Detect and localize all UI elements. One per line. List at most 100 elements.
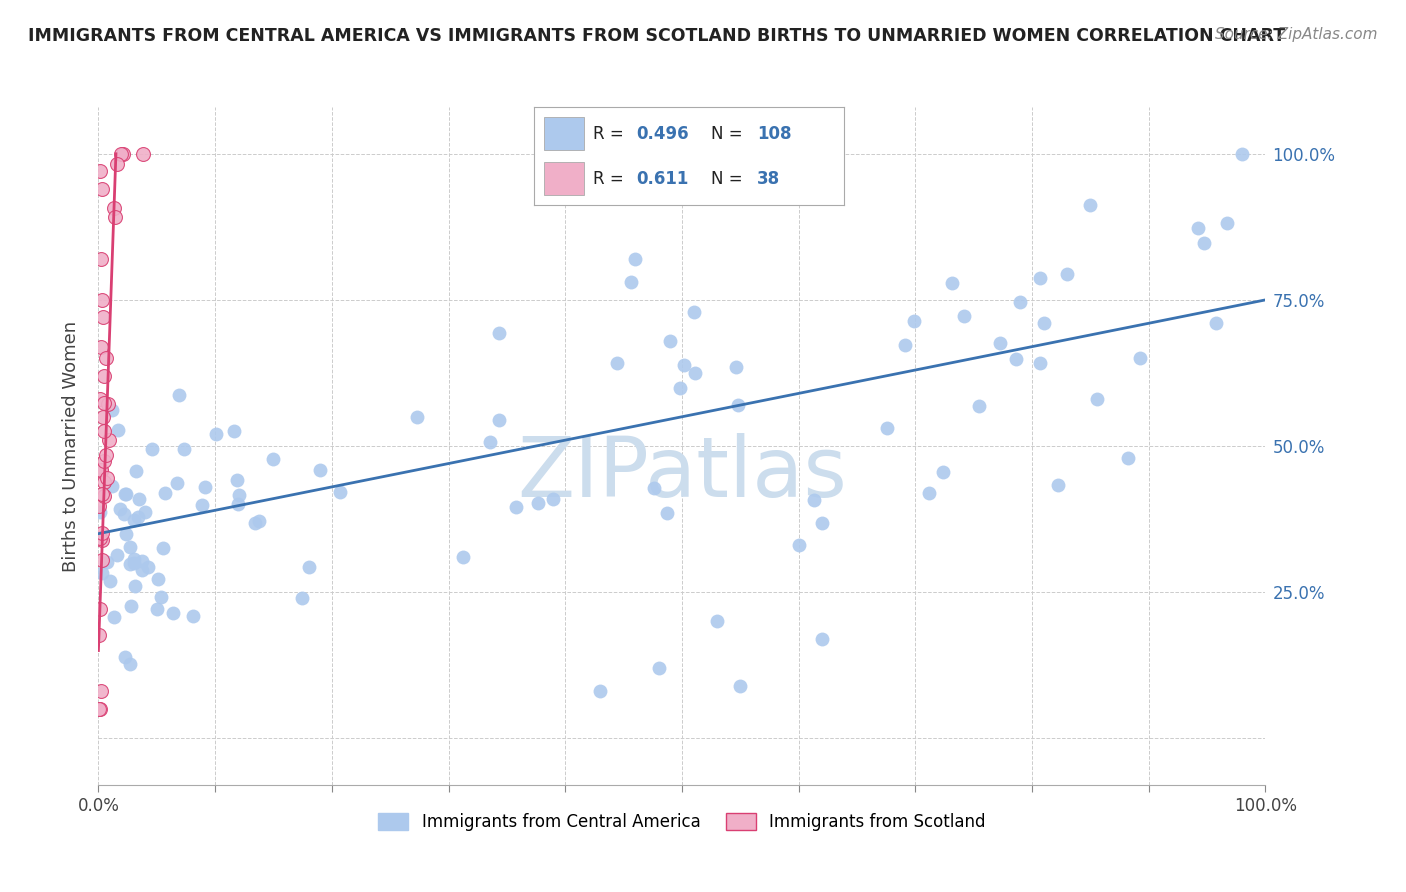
Text: Source: ZipAtlas.com: Source: ZipAtlas.com — [1215, 27, 1378, 42]
Text: N =: N = — [710, 125, 742, 143]
Text: ZIPatlas: ZIPatlas — [517, 433, 846, 514]
Text: 0.611: 0.611 — [637, 169, 689, 187]
Point — [243, 516, 266, 530]
Point — [149, 590, 172, 604]
Point — [131, 564, 153, 578]
Point — [91, 533, 114, 547]
Point — [727, 397, 749, 411]
Point — [90, 293, 112, 307]
Point — [152, 541, 174, 555]
Point — [89, 392, 111, 407]
Point — [90, 684, 112, 698]
Point — [114, 526, 136, 541]
Point — [183, 608, 205, 623]
Point — [988, 335, 1011, 350]
Text: 38: 38 — [756, 169, 780, 187]
Point — [105, 549, 128, 563]
Point — [228, 487, 250, 501]
Point — [478, 434, 501, 449]
Point — [89, 531, 111, 545]
Point — [97, 433, 120, 447]
Point — [624, 252, 647, 266]
Point — [488, 326, 510, 340]
Y-axis label: Births to Unmarried Women: Births to Unmarried Women — [62, 320, 80, 572]
Point — [811, 632, 834, 646]
Text: 0.496: 0.496 — [637, 125, 689, 143]
Text: 108: 108 — [756, 125, 792, 143]
Point — [128, 492, 150, 507]
Text: R =: R = — [593, 169, 624, 187]
Point — [162, 606, 184, 620]
Point — [141, 442, 163, 456]
Point — [93, 475, 115, 490]
Point — [89, 602, 111, 616]
Point — [96, 448, 118, 462]
Point — [309, 463, 332, 477]
Legend: Immigrants from Central America, Immigrants from Scotland: Immigrants from Central America, Immigra… — [371, 806, 993, 838]
Point — [114, 649, 136, 664]
Point — [114, 487, 136, 501]
Point — [107, 423, 129, 437]
Point — [1005, 352, 1028, 367]
Point — [1033, 316, 1056, 330]
Point — [111, 146, 134, 161]
Point — [541, 492, 564, 507]
Point — [1194, 236, 1216, 251]
Text: IMMIGRANTS FROM CENTRAL AMERICA VS IMMIGRANTS FROM SCOTLAND BIRTHS TO UNMARRIED : IMMIGRANTS FROM CENTRAL AMERICA VS IMMIG… — [28, 27, 1285, 45]
Point — [96, 471, 118, 485]
Point — [297, 559, 319, 574]
Point — [191, 498, 214, 512]
Point — [148, 573, 170, 587]
Point — [115, 487, 138, 501]
Point — [1029, 356, 1052, 370]
Point — [262, 451, 284, 466]
Point — [131, 554, 153, 568]
Point — [146, 602, 169, 616]
Point — [110, 146, 132, 161]
Point — [90, 487, 112, 501]
Point — [91, 409, 114, 424]
Text: N =: N = — [710, 169, 742, 187]
Text: R =: R = — [593, 125, 624, 143]
Point — [120, 599, 142, 613]
Point — [1230, 146, 1253, 161]
Point — [127, 509, 149, 524]
Point — [112, 507, 135, 521]
Point — [673, 358, 696, 372]
Point — [173, 442, 195, 456]
Point — [659, 334, 682, 348]
Point — [225, 473, 247, 487]
Point — [685, 366, 707, 380]
Point — [166, 476, 188, 491]
Point — [1046, 478, 1069, 492]
Point — [1205, 317, 1227, 331]
Point — [103, 610, 125, 624]
Point — [93, 490, 115, 504]
Point — [606, 356, 628, 370]
Point — [932, 465, 955, 479]
Point — [89, 702, 111, 716]
Point — [643, 482, 665, 496]
Point — [204, 426, 226, 441]
Point — [134, 504, 156, 518]
Point — [803, 492, 825, 507]
Point — [291, 591, 314, 605]
Point — [124, 579, 146, 593]
Point — [620, 275, 643, 289]
Point — [90, 252, 112, 266]
Point — [122, 551, 145, 566]
Point — [1187, 221, 1209, 235]
Point — [101, 479, 124, 493]
Point — [1116, 450, 1139, 465]
Point — [90, 463, 112, 477]
Point — [87, 628, 110, 642]
Point — [505, 500, 527, 515]
Point — [406, 409, 429, 424]
Point — [194, 480, 217, 494]
Point — [94, 351, 117, 365]
Point — [526, 496, 548, 510]
Point — [247, 514, 270, 528]
Point — [90, 464, 112, 478]
Point — [1085, 392, 1108, 406]
Point — [967, 399, 990, 413]
